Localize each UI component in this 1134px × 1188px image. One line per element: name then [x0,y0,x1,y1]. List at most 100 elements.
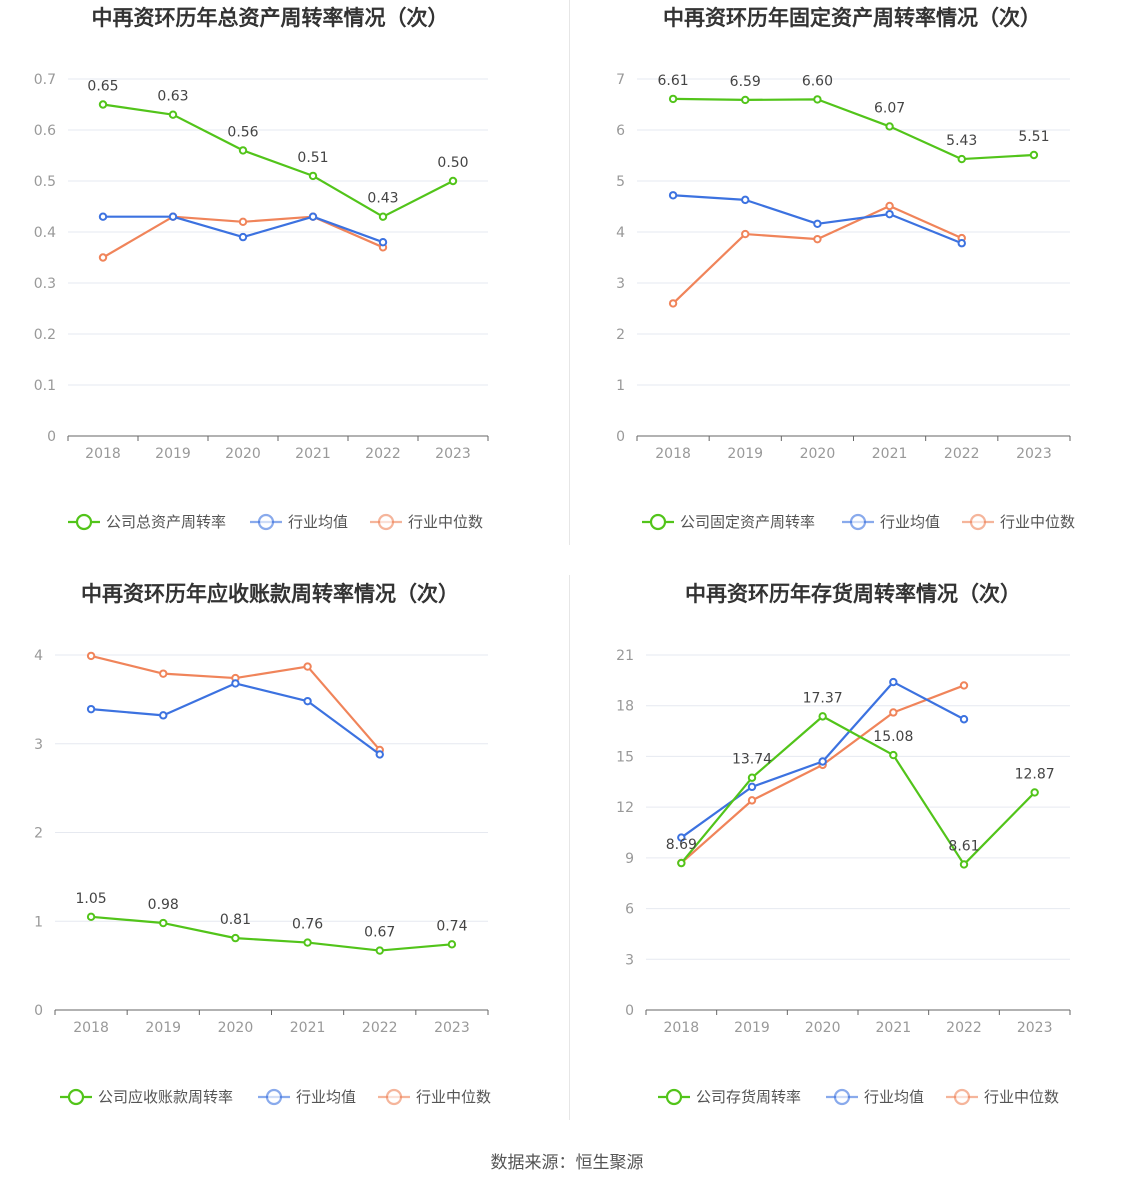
data-point-company[interactable] [959,860,969,869]
data-point-company[interactable] [303,938,312,947]
data-point-company[interactable] [238,146,248,155]
data-point-company[interactable] [86,912,96,922]
data-point-avg[interactable] [303,696,312,706]
chart-svg: 中再资环历年应收账款周转率情况（次） 0 1 2 3 4 2018 2019 2020 2021 2… [34,582,491,1106]
legend-swatch-circle [969,513,987,531]
data-point-avg[interactable] [86,704,96,714]
data-point-company[interactable] [1030,788,1039,797]
legend-item-median[interactable]: 行业中位数 [962,513,1075,531]
data-point-median[interactable] [889,708,898,717]
legend-item-company[interactable]: 公司应收账款周转率 [60,1088,233,1106]
y-tick-label: 18 [616,699,634,715]
legend-item-company[interactable]: 公司存货周转率 [658,1088,801,1106]
data-label: 6.61 [657,73,688,89]
legend-item-median[interactable]: 行业中位数 [370,513,483,531]
data-point-company[interactable] [889,750,898,760]
data-label: 0.67 [364,925,395,941]
data-point-company[interactable] [447,940,457,949]
x-tick-label: 2020 [225,446,261,462]
legend-item-company[interactable]: 公司总资产周转率 [68,513,226,531]
y-tick-label: 21 [616,648,634,664]
data-point-avg[interactable] [741,195,750,205]
chart-title: 中再资环历年应收账款周转率情况（次） [81,582,459,606]
data-point-company[interactable] [98,100,108,109]
legend-swatch-circle [849,513,867,531]
data-point-avg[interactable] [231,679,240,688]
legend-swatch-circle [377,513,395,531]
chart-panel-fixed-asset-turnover: 中再资环历年固定资产周转率情况（次） 0 1 2 3 4 5 6 7 2018 2019 2020 20… [570,0,1134,545]
data-point-company[interactable] [308,171,318,181]
data-point-median[interactable] [238,217,248,227]
data-label: 6.60 [802,73,833,89]
data-point-avg[interactable] [375,750,384,759]
legend-label: 公司固定资产周转率 [680,513,815,531]
data-point-avg[interactable] [889,677,898,687]
data-point-company[interactable] [957,154,966,164]
legend-swatch-circle [833,1088,851,1106]
legend-item-avg[interactable]: 行业均值 [842,513,940,531]
legend-item-company[interactable]: 公司固定资产周转率 [642,513,815,531]
data-point-median[interactable] [303,662,312,671]
legend-item-avg[interactable]: 行业均值 [250,513,348,531]
data-point-median[interactable] [98,253,108,262]
data-point-avg[interactable] [308,212,318,221]
data-point-company[interactable] [747,773,757,782]
y-tick-label: 4 [616,225,625,241]
x-tick-label: 2021 [872,446,908,462]
data-point-avg[interactable] [885,209,894,219]
x-tick-label: 2018 [73,1020,109,1036]
legend-swatch-circle [257,513,275,531]
x-tick-label: 2018 [655,446,691,462]
data-point-median[interactable] [741,229,750,239]
data-point-avg[interactable] [677,833,686,842]
legend-label: 公司总资产周转率 [106,513,226,531]
data-point-avg[interactable] [378,238,388,247]
y-tick-label: 15 [616,749,634,765]
data-label: 0.98 [148,897,179,913]
data-point-median[interactable] [813,234,822,244]
legend-item-avg[interactable]: 行业均值 [826,1088,924,1106]
data-point-median[interactable] [86,651,96,661]
legend-label: 公司应收账款周转率 [98,1088,233,1106]
data-label: 0.43 [367,191,398,207]
data-point-avg[interactable] [668,191,678,200]
data-point-company[interactable] [375,946,384,955]
data-point-median[interactable] [159,669,168,678]
series-line-median [90,654,381,751]
y-tick-label: 9 [625,851,634,867]
data-point-company[interactable] [813,95,822,104]
data-point-company[interactable] [885,122,894,131]
data-point-company[interactable] [818,712,827,721]
data-point-company[interactable] [448,176,458,186]
legend-item-avg[interactable]: 行业均值 [258,1088,356,1106]
data-point-company[interactable] [1029,150,1039,160]
y-tick-label: 0.7 [34,72,56,88]
data-point-avg[interactable] [813,219,822,229]
data-point-avg[interactable] [747,782,757,792]
data-point-company[interactable] [668,94,678,104]
data-point-company[interactable] [168,110,178,119]
data-point-avg[interactable] [957,239,966,248]
legend-swatch-circle [75,513,93,531]
data-point-median[interactable] [747,796,757,805]
legend-swatch-circle [385,1088,403,1106]
data-point-median[interactable] [885,201,894,211]
series-line-company [673,97,1034,161]
data-point-avg[interactable] [98,212,108,221]
data-point-company[interactable] [231,933,240,943]
data-point-company[interactable] [741,95,750,105]
data-point-company[interactable] [378,212,388,221]
data-point-company[interactable] [677,858,686,868]
data-point-avg[interactable] [818,757,827,766]
legend-swatch-circle [953,1088,971,1106]
data-point-avg[interactable] [238,232,248,242]
x-tick-label: 2019 [734,1020,770,1036]
data-point-avg[interactable] [159,711,168,720]
legend-item-median[interactable]: 行业中位数 [378,1088,491,1106]
data-point-avg[interactable] [959,715,969,724]
legend-item-median[interactable]: 行业中位数 [946,1088,1059,1106]
data-point-median[interactable] [668,299,678,308]
data-point-company[interactable] [159,918,168,928]
data-point-median[interactable] [959,681,969,690]
data-point-avg[interactable] [168,212,178,221]
